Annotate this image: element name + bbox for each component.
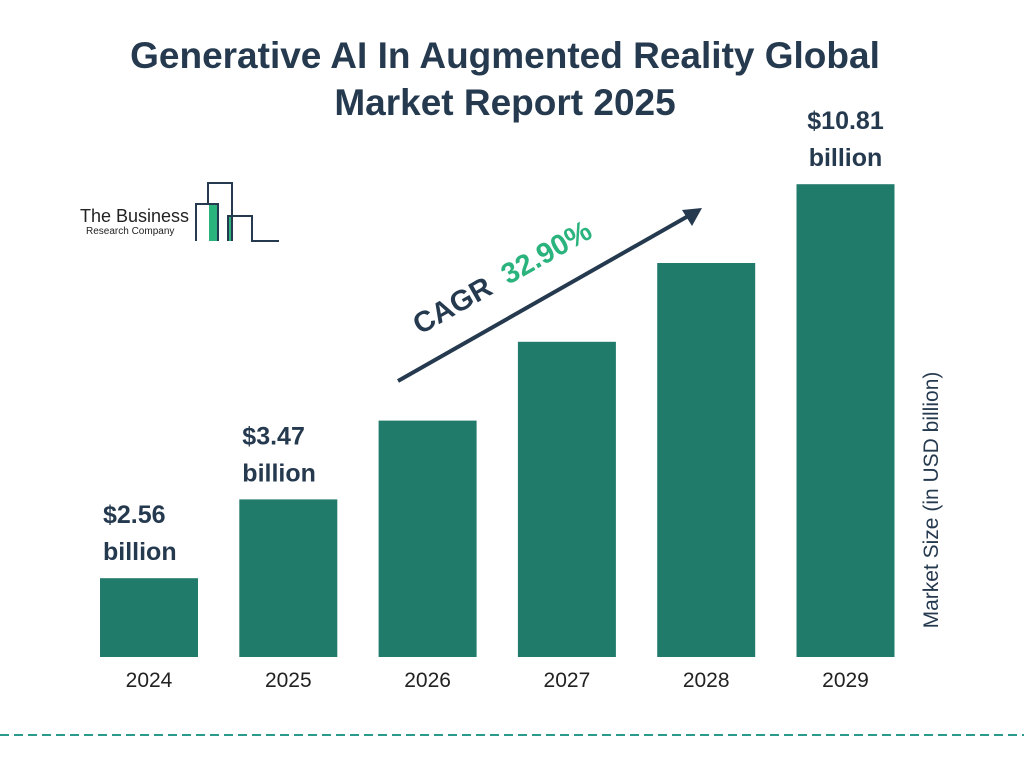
- cagr-value: 32.90%: [496, 215, 598, 291]
- bar-2029: [796, 184, 895, 657]
- bar-2027: [517, 341, 616, 657]
- title-line-2: Market Report 2025: [334, 82, 676, 123]
- x-tick-label: 2029: [822, 669, 869, 692]
- chart-title: Generative AI In Augmented Reality Globa…: [0, 32, 1010, 126]
- x-tick-label: 2028: [683, 669, 730, 692]
- logo-graphic: [195, 182, 279, 242]
- bar-2024: [100, 578, 198, 657]
- x-tick-label: 2025: [265, 669, 312, 692]
- bar-2028: [657, 263, 756, 657]
- x-tick-label: 2026: [404, 669, 451, 692]
- bar-2026: [378, 420, 477, 657]
- x-tick-label: 2024: [126, 669, 173, 692]
- y-axis-label: Market Size (in USD billion): [920, 371, 943, 629]
- bar-2025: [239, 499, 338, 657]
- data-label-value: $2.56: [103, 501, 166, 529]
- data-label-unit: billion: [242, 459, 316, 487]
- data-label-value: $10.81: [807, 107, 884, 135]
- logo-text-2: Research Company: [86, 226, 175, 237]
- data-label-value: $3.47: [242, 422, 305, 450]
- data-label-unit: billion: [809, 144, 883, 172]
- title-line-1: Generative AI In Augmented Reality Globa…: [130, 35, 880, 76]
- logo-text-1: The Business: [80, 206, 190, 226]
- cagr-arrow: [397, 208, 702, 383]
- data-label-unit: billion: [103, 538, 177, 566]
- x-tick-label: 2027: [544, 669, 591, 692]
